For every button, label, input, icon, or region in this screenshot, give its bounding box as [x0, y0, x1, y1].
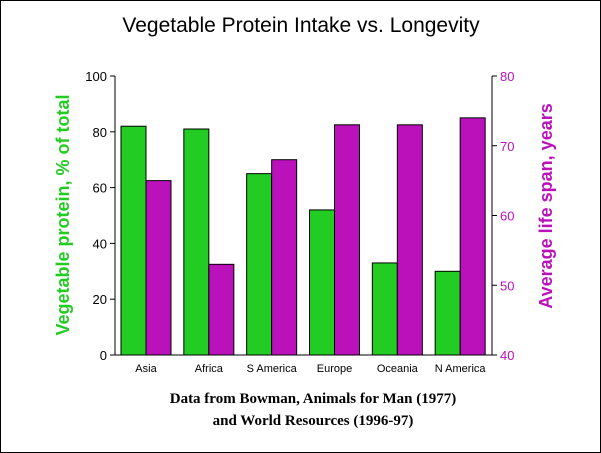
y-axis-title-right: Average life span, years — [536, 103, 556, 308]
category-label: S America — [247, 363, 298, 375]
right-axis-ticks: 40 50 60 70 80 — [492, 69, 514, 363]
category-label: Oceania — [377, 363, 419, 375]
left-tick-label: 100 — [85, 69, 107, 84]
bar-protein-africa — [183, 128, 210, 356]
caption-line-2: and World Resources (1996-97) — [213, 413, 414, 429]
category-labels: Asia Africa S America Europe Oceania N Americ… — [135, 363, 486, 375]
left-tick-label: 20 — [93, 292, 107, 307]
right-tick-label: 70 — [500, 139, 514, 154]
left-tick-label: 60 — [93, 181, 107, 196]
bar-protein-n-america — [434, 270, 461, 356]
bars — [120, 117, 486, 356]
bar-lifespan-europe — [334, 124, 360, 356]
right-tick-label: 60 — [500, 209, 514, 224]
bar-lifespan-africa — [208, 263, 235, 356]
category-label: N America — [435, 363, 487, 375]
right-tick-label: 50 — [500, 278, 514, 293]
bar-lifespan-asia — [145, 180, 172, 356]
bar-lifespan-s-america — [271, 159, 298, 356]
bar-protein-s-america — [246, 173, 273, 356]
bar-protein-europe — [309, 209, 335, 356]
y-axis-title-left: Vegetable protein, % of total — [53, 94, 73, 335]
category-label: Africa — [195, 363, 224, 375]
left-tick-label: 0 — [100, 348, 107, 363]
right-tick-label: 40 — [500, 348, 514, 363]
left-tick-label: 80 — [93, 125, 107, 140]
left-tick-label: 40 — [93, 236, 107, 251]
chart-title: Vegetable Protein Intake vs. Longevity — [122, 14, 480, 37]
bar-lifespan-oceania — [396, 124, 423, 356]
bar-protein-asia — [120, 125, 147, 356]
right-tick-label: 80 — [500, 69, 514, 84]
caption-line-1: Data from Bowman, Animals for Man (1977) — [170, 391, 457, 407]
category-label: Europe — [317, 363, 352, 375]
left-axis-ticks: 0 20 40 60 80 100 — [85, 69, 115, 363]
category-label: Asia — [135, 363, 157, 375]
bar-protein-oceania — [371, 262, 398, 356]
bar-lifespan-n-america — [459, 117, 486, 356]
